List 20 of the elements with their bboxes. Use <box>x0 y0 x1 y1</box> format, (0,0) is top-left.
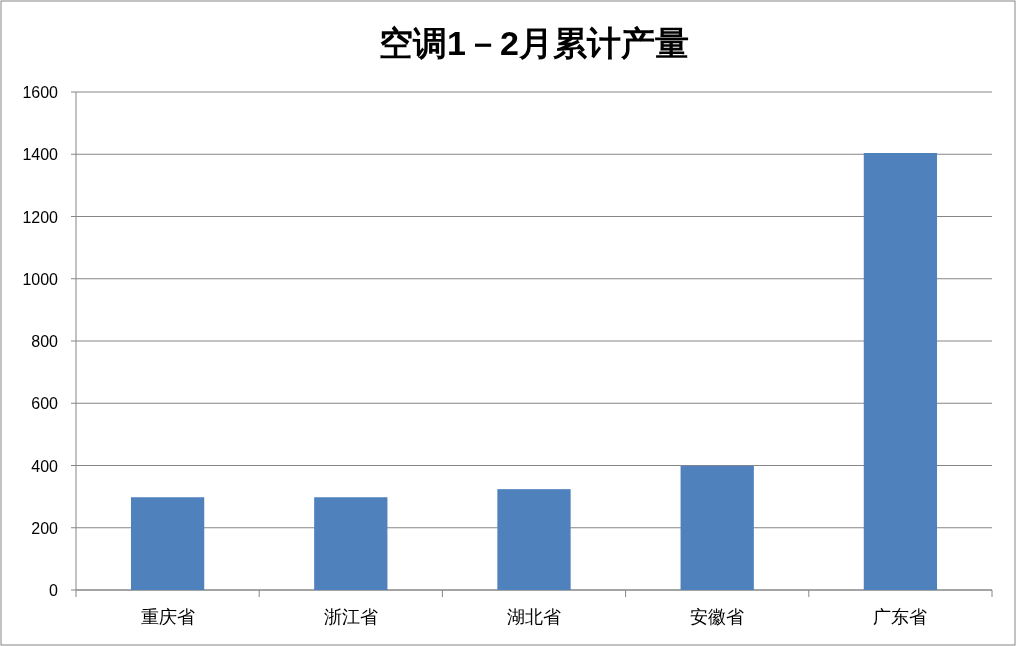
y-tick-label: 200 <box>31 519 59 537</box>
x-tick-label: 安徽省 <box>690 607 745 627</box>
y-tick-label: 1400 <box>22 146 59 164</box>
bar <box>130 497 205 590</box>
bar <box>863 153 938 590</box>
chart-title: 空调1－2月累计产量 <box>379 24 689 62</box>
y-tick-label: 600 <box>31 395 59 413</box>
x-tick-label: 浙江省 <box>323 607 378 627</box>
y-tick-label: 0 <box>49 582 59 599</box>
bar <box>314 497 388 590</box>
bar <box>497 489 571 590</box>
x-tick-label: 重庆省 <box>140 607 195 627</box>
y-tick-label: 400 <box>31 457 59 475</box>
x-tick-label: 湖北省 <box>507 607 561 627</box>
bar <box>680 465 754 590</box>
y-tick-label: 800 <box>31 333 59 350</box>
y-tick-label: 1200 <box>22 208 59 226</box>
x-tick-label: 广东省 <box>873 607 928 627</box>
y-tick-label: 1000 <box>22 270 59 288</box>
y-tick-label: 1600 <box>22 84 59 101</box>
